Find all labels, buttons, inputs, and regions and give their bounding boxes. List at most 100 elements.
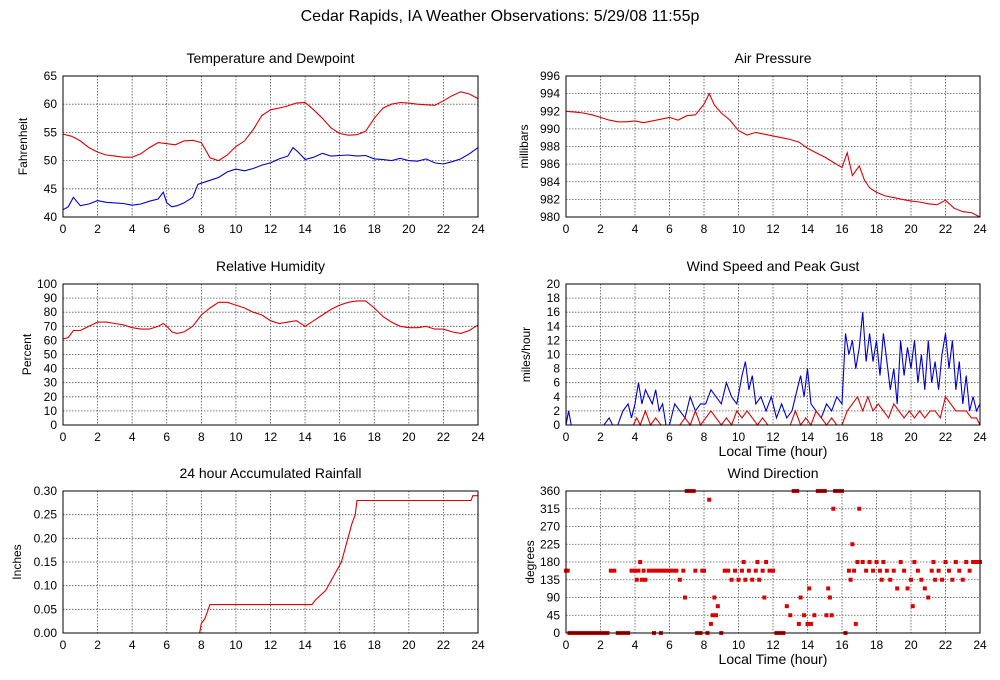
data-point — [915, 568, 920, 573]
data-point — [960, 577, 965, 582]
x-tick-label: 12 — [766, 638, 780, 652]
y-tick-label: 6 — [553, 376, 560, 390]
x-tick-label: 8 — [701, 638, 708, 652]
x-tick-label: 6 — [666, 430, 673, 444]
y-tick-label: 60 — [44, 333, 58, 347]
y-tick-label: 0.25 — [34, 508, 58, 522]
figure-title: Cedar Rapids, IA Weather Observations: 5… — [300, 8, 700, 25]
data-point — [898, 560, 903, 564]
x-tick-label: 12 — [766, 222, 780, 236]
y-tick-label: 270 — [540, 520, 560, 534]
data-point — [767, 568, 772, 573]
x-tick-label: 0 — [563, 222, 570, 236]
x-tick-label: 12 — [766, 430, 780, 444]
data-point — [753, 568, 758, 573]
y-axis-label: millibars — [517, 124, 531, 168]
data-point — [788, 613, 793, 618]
x-tick-label: 2 — [597, 430, 604, 444]
data-point — [683, 595, 688, 600]
y-axis-label: Inches — [10, 544, 24, 579]
y-tick-label: 45 — [547, 608, 561, 622]
data-point — [829, 613, 834, 618]
x-tick-label: 6 — [163, 430, 170, 444]
data-point — [855, 560, 860, 564]
y-tick-label: 180 — [540, 555, 560, 569]
x-tick-label: 16 — [835, 222, 849, 236]
data-point — [902, 568, 907, 573]
y-tick-label: 994 — [540, 87, 560, 101]
data-point — [831, 506, 836, 511]
x-axis-label: Local Time (hour) — [719, 651, 828, 667]
data-point — [812, 613, 817, 618]
data-point — [857, 506, 862, 511]
data-point — [826, 586, 831, 591]
y-axis-label: miles/hour — [519, 327, 533, 382]
series-line — [566, 92, 980, 218]
data-point — [633, 568, 637, 573]
x-tick-label: 16 — [835, 430, 849, 444]
y-tick-label: 992 — [540, 104, 560, 118]
data-point — [848, 577, 853, 582]
data-point — [743, 577, 748, 582]
data-point — [802, 613, 807, 618]
x-tick-label: 2 — [94, 222, 101, 236]
chart-panel: 0 2 4 6 8 10 12 14 16 18 20 22 240459013518022527031… — [523, 465, 987, 667]
data-point — [760, 568, 765, 573]
data-point — [729, 577, 734, 582]
data-point — [850, 542, 855, 547]
x-tick-label: 4 — [632, 430, 639, 444]
y-tick-label: 4 — [553, 390, 560, 404]
series-line — [63, 495, 478, 634]
x-tick-label: 24 — [973, 430, 987, 444]
x-tick-label: 20 — [904, 222, 918, 236]
y-tick-label: 80 — [44, 305, 58, 319]
y-tick-label: 0.15 — [34, 555, 58, 569]
y-tick-label: 10 — [44, 404, 58, 418]
y-tick-label: 0.00 — [34, 626, 58, 640]
x-tick-label: 20 — [904, 430, 918, 444]
y-tick-label: 30 — [44, 376, 58, 390]
y-tick-label: 16 — [547, 305, 561, 319]
y-tick-label: 70 — [44, 319, 58, 333]
y-axis-label: Fahrenheit — [16, 117, 30, 175]
data-point — [953, 560, 958, 564]
x-tick-label: 16 — [333, 222, 347, 236]
data-point — [714, 613, 719, 618]
data-point — [853, 621, 858, 626]
x-tick-label: 12 — [264, 430, 278, 444]
x-tick-label: 10 — [229, 430, 243, 444]
x-tick-label: 6 — [666, 222, 673, 236]
data-point — [946, 568, 951, 573]
data-point — [895, 586, 900, 591]
x-tick-label: 2 — [597, 638, 604, 652]
data-point — [757, 577, 762, 582]
plot-frame — [565, 490, 981, 634]
data-point — [846, 568, 851, 573]
y-tick-label: 2 — [553, 404, 560, 418]
chart-panel: 0 2 4 6 8 10 12 14 16 18 20 22 2402468101214161820Wi… — [519, 258, 987, 459]
chart-panel: 0 2 4 6 8 10 12 14 16 18 20 22 240.000.050.100.150.2… — [10, 465, 485, 652]
y-tick-label: 100 — [37, 277, 57, 291]
x-tick-label: 18 — [368, 430, 382, 444]
x-tick-label: 16 — [333, 430, 347, 444]
data-point — [784, 604, 789, 609]
chart-title: 24 hour Accumulated Rainfall — [179, 465, 361, 481]
x-tick-label: 18 — [368, 638, 382, 652]
data-point — [741, 560, 746, 564]
data-point — [641, 568, 646, 573]
data-point — [888, 577, 893, 582]
x-tick-label: 22 — [437, 638, 451, 652]
data-point — [974, 560, 979, 564]
y-tick-label: 20 — [44, 390, 58, 404]
y-tick-label: 0 — [553, 418, 560, 432]
y-tick-label: 0.30 — [34, 484, 58, 498]
x-tick-label: 22 — [437, 222, 451, 236]
y-tick-label: 14 — [547, 319, 561, 333]
series-line — [566, 312, 980, 426]
chart-panel: 0 2 4 6 8 10 12 14 16 18 20 22 249809829849869889909… — [517, 50, 987, 236]
x-tick-label: 4 — [129, 638, 136, 652]
x-tick-label: 2 — [597, 222, 604, 236]
chart-title: Relative Humidity — [216, 258, 325, 274]
x-tick-label: 0 — [563, 430, 570, 444]
x-tick-label: 0 — [60, 638, 67, 652]
